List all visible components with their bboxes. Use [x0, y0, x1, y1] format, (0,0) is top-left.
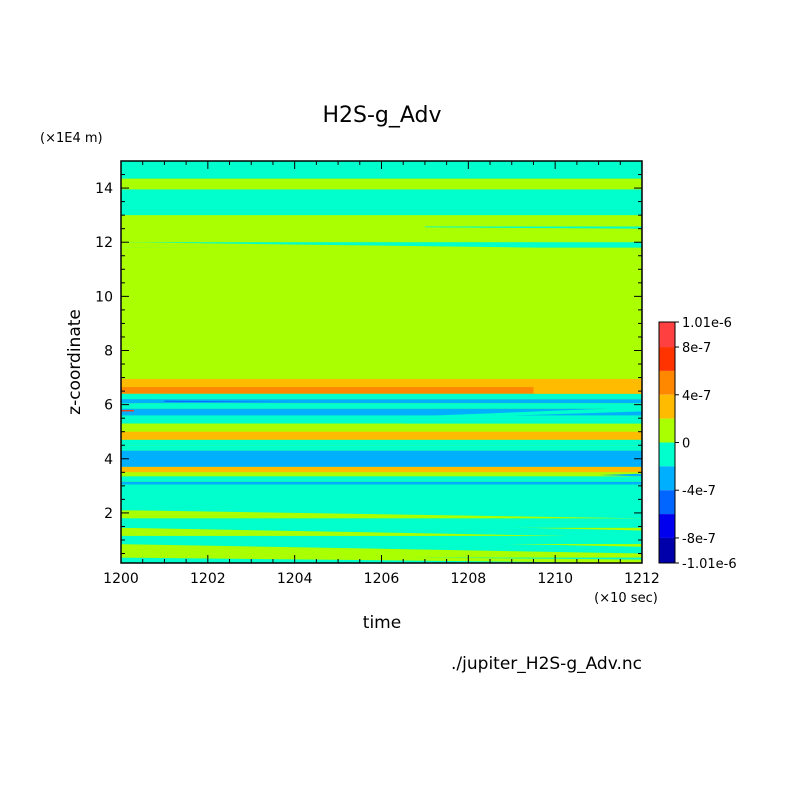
contour-band — [121, 439, 642, 446]
y-tick-label: 12 — [95, 235, 113, 251]
contour-band — [121, 466, 642, 473]
colorbar-label: 0 — [682, 437, 690, 452]
colorbar-swatch — [659, 490, 675, 515]
contour-band — [121, 445, 642, 451]
colorbar-swatch — [659, 466, 675, 491]
contour-band — [121, 431, 642, 440]
contour-region — [121, 399, 382, 404]
y-unit-label: (×1E4 m) — [40, 131, 103, 146]
y-tick-label: 6 — [104, 398, 113, 414]
contour-band — [121, 518, 642, 528]
axis-ticks-layer: 1200 1202 1204 1206 1208 1210 1212 2 4 6 8 10 12 14 — [95, 160, 660, 587]
y-tick-label: 10 — [95, 289, 113, 305]
colorbar-label: 8e-7 — [682, 341, 711, 356]
contour-region — [121, 518, 642, 538]
contour-band — [121, 393, 642, 400]
x-tick-label: 1208 — [451, 571, 487, 587]
x-tick-label: 1204 — [277, 571, 313, 587]
contour-region — [164, 400, 295, 402]
colorbar-swatch — [659, 394, 675, 419]
colorbar-label: -1.01e-6 — [682, 557, 737, 572]
contour-band — [121, 472, 642, 477]
colorbar: 1.01e-6 8e-7 4e-7 0 -4e-7 -8e-7 -1.01e-6 — [658, 316, 737, 572]
contour-band — [121, 476, 642, 482]
contour-region — [598, 473, 642, 477]
x-tick-label: 1212 — [624, 571, 660, 587]
contour-region — [533, 387, 642, 394]
y-tick-label: 8 — [104, 343, 113, 359]
y-axis-label: z-coordinate — [65, 309, 85, 415]
colorbar-label: 1.01e-6 — [682, 316, 732, 331]
contour-region — [121, 242, 534, 249]
contour-region — [121, 496, 642, 519]
source-file-label: ./jupiter_H2S-g_Adv.nc — [451, 654, 642, 674]
colorbar-swatch — [659, 322, 675, 348]
contour-region — [424, 226, 642, 229]
contour-band — [121, 242, 642, 248]
contour-band — [121, 378, 642, 388]
x-tick-label: 1210 — [537, 571, 573, 587]
contour-region — [403, 407, 642, 417]
x-tick-label: 1200 — [103, 571, 139, 587]
colorbar-swatch — [659, 537, 675, 563]
colorbar-label: 4e-7 — [682, 389, 711, 404]
contour-band — [121, 403, 642, 409]
y-tick-label: 2 — [104, 506, 113, 522]
contour-band — [121, 415, 642, 424]
contour-band — [121, 161, 642, 179]
contour-region — [121, 410, 134, 412]
contour-band — [121, 481, 642, 485]
colorbar-label: -4e-7 — [682, 484, 716, 499]
colorbar-swatch — [659, 442, 675, 467]
colorbar-label: -8e-7 — [682, 532, 716, 547]
colorbar-swatch — [659, 347, 675, 371]
plot-area: 1200 1202 1204 1206 1208 1210 1212 2 4 6 8 10 12 14 — [95, 160, 660, 587]
colorbar-swatch — [659, 514, 675, 538]
contour-region — [121, 535, 642, 554]
x-axis-label: time — [363, 613, 401, 633]
x-tick-label: 1206 — [364, 571, 400, 587]
contour-band — [121, 450, 642, 467]
contour-band — [121, 535, 642, 545]
contour-band — [121, 189, 642, 216]
chart-title: H2S-g_Adv — [322, 103, 441, 128]
colorbar-swatch — [659, 370, 675, 395]
contour-band — [121, 399, 642, 404]
contour-band — [121, 387, 642, 394]
colorbar-swatch — [659, 418, 675, 443]
y-tick-label: 4 — [104, 452, 113, 468]
x-unit-label: (×10 sec) — [594, 591, 658, 606]
contour-band — [121, 423, 642, 432]
contour-region — [403, 424, 447, 431]
contour-fill-layer — [121, 161, 642, 563]
x-tick-label: 1202 — [190, 571, 226, 587]
contour-region — [403, 416, 642, 424]
y-tick-label: 14 — [95, 181, 113, 197]
contour-band — [121, 408, 642, 416]
